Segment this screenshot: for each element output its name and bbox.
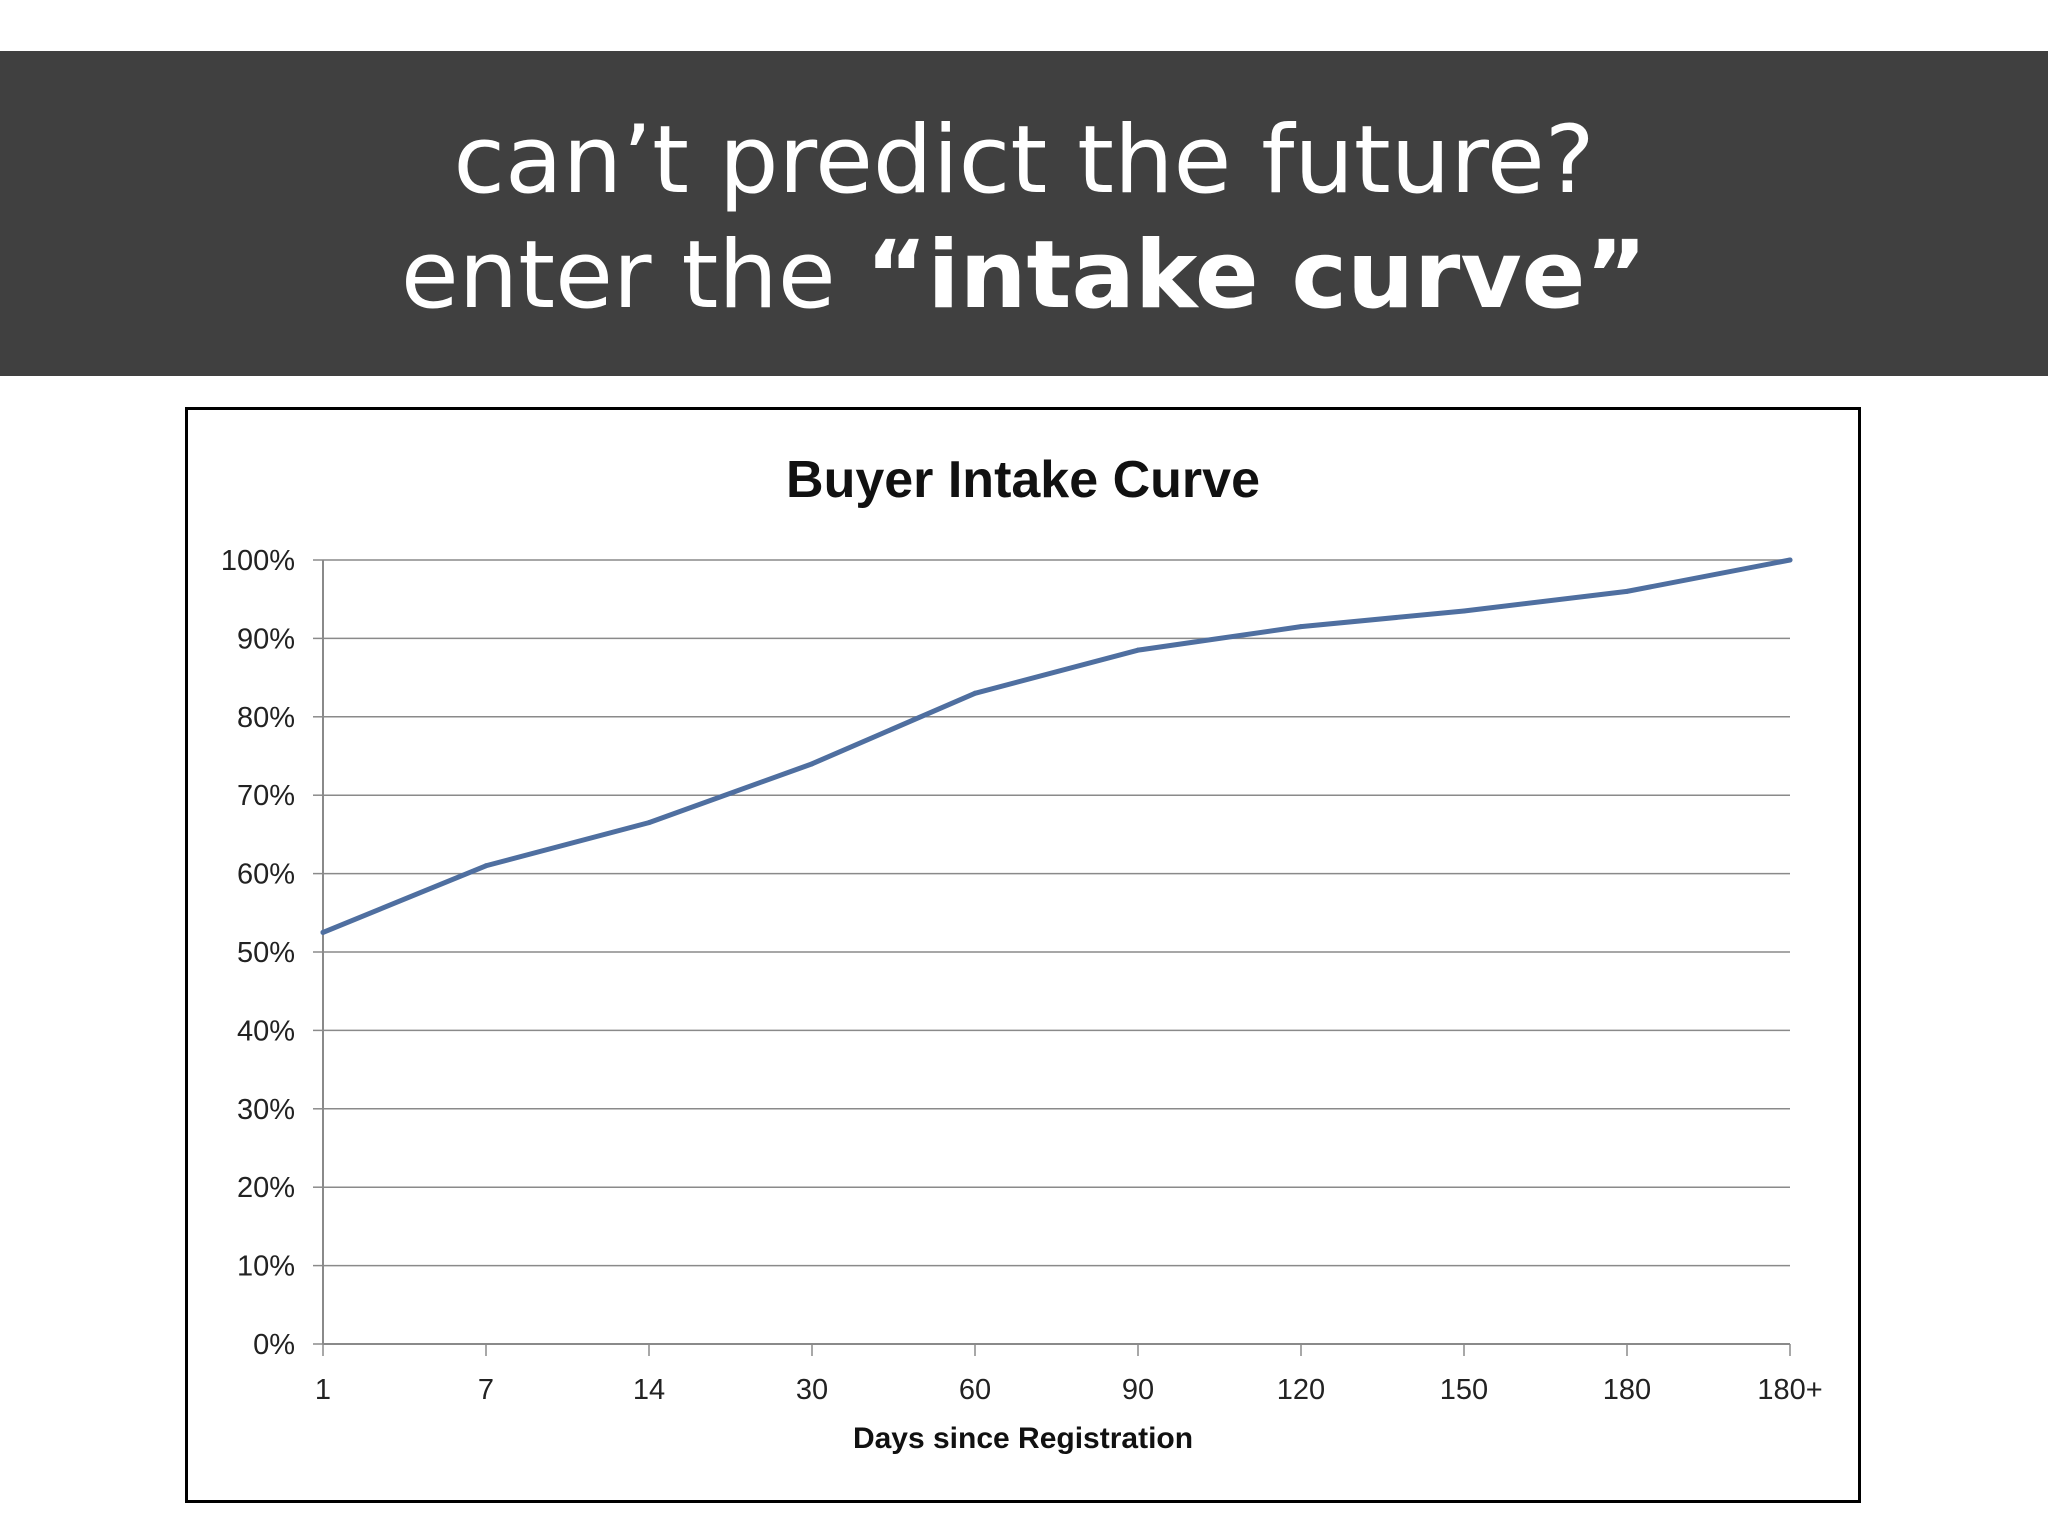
data-point <box>809 761 815 767</box>
line-chart: 0% 10% 20% 30% 40% 50% 60% 70% 80% 90% 100% 1 7 14 30 6… <box>221 545 1823 1406</box>
y-tick-label: 0% <box>253 1329 295 1361</box>
data-point <box>483 863 489 869</box>
data-point <box>1135 647 1141 653</box>
y-tick-label: 30% <box>237 1094 295 1126</box>
x-tick-label: 120 <box>1277 1374 1325 1406</box>
data-point <box>320 929 326 935</box>
slide-title-line2: enter the “intake curve” <box>0 221 2048 331</box>
data-point <box>1298 624 1304 630</box>
y-tick-label: 80% <box>237 702 295 734</box>
x-tick-label: 150 <box>1440 1374 1488 1406</box>
chart-frame: Buyer Intake Curve 0% 10% 20% 30% 40% 50% 60% 7… <box>185 407 1861 1503</box>
x-tick-label: 7 <box>478 1374 494 1406</box>
title-banner: can’t predict the future? enter the “int… <box>0 51 2048 376</box>
y-tick-label: 70% <box>237 780 295 812</box>
x-tick-label: 60 <box>959 1374 991 1406</box>
x-tick-label: 180+ <box>1757 1374 1822 1406</box>
data-point <box>1624 588 1630 594</box>
y-tick-label: 100% <box>221 545 295 577</box>
x-tick-label: 90 <box>1122 1374 1154 1406</box>
data-point <box>1461 608 1467 614</box>
series-line <box>320 557 1793 935</box>
slide-title-line2-emphasis: “intake curve” <box>865 221 1648 330</box>
x-axis-label: Days since Registration <box>852 1422 1194 1455</box>
data-point <box>972 690 978 696</box>
x-tick-label: 30 <box>796 1374 828 1406</box>
x-tick-label: 180 <box>1603 1374 1651 1406</box>
data-point <box>1787 557 1793 563</box>
chart-title: Buyer Intake Curve <box>786 451 1260 509</box>
y-tick-label: 10% <box>237 1251 295 1283</box>
y-tick-label: 60% <box>237 859 295 891</box>
slide-title-line2-prefix: enter the <box>400 221 866 330</box>
slide-title-line1: can’t predict the future? <box>453 106 1595 215</box>
x-tick-label: 14 <box>633 1374 665 1406</box>
data-point <box>646 820 652 826</box>
y-tick-label: 90% <box>237 623 295 655</box>
y-tick-label: 20% <box>237 1172 295 1204</box>
x-tick-label: 1 <box>315 1374 331 1406</box>
y-tick-label: 50% <box>237 937 295 969</box>
y-tick-label: 40% <box>237 1015 295 1047</box>
